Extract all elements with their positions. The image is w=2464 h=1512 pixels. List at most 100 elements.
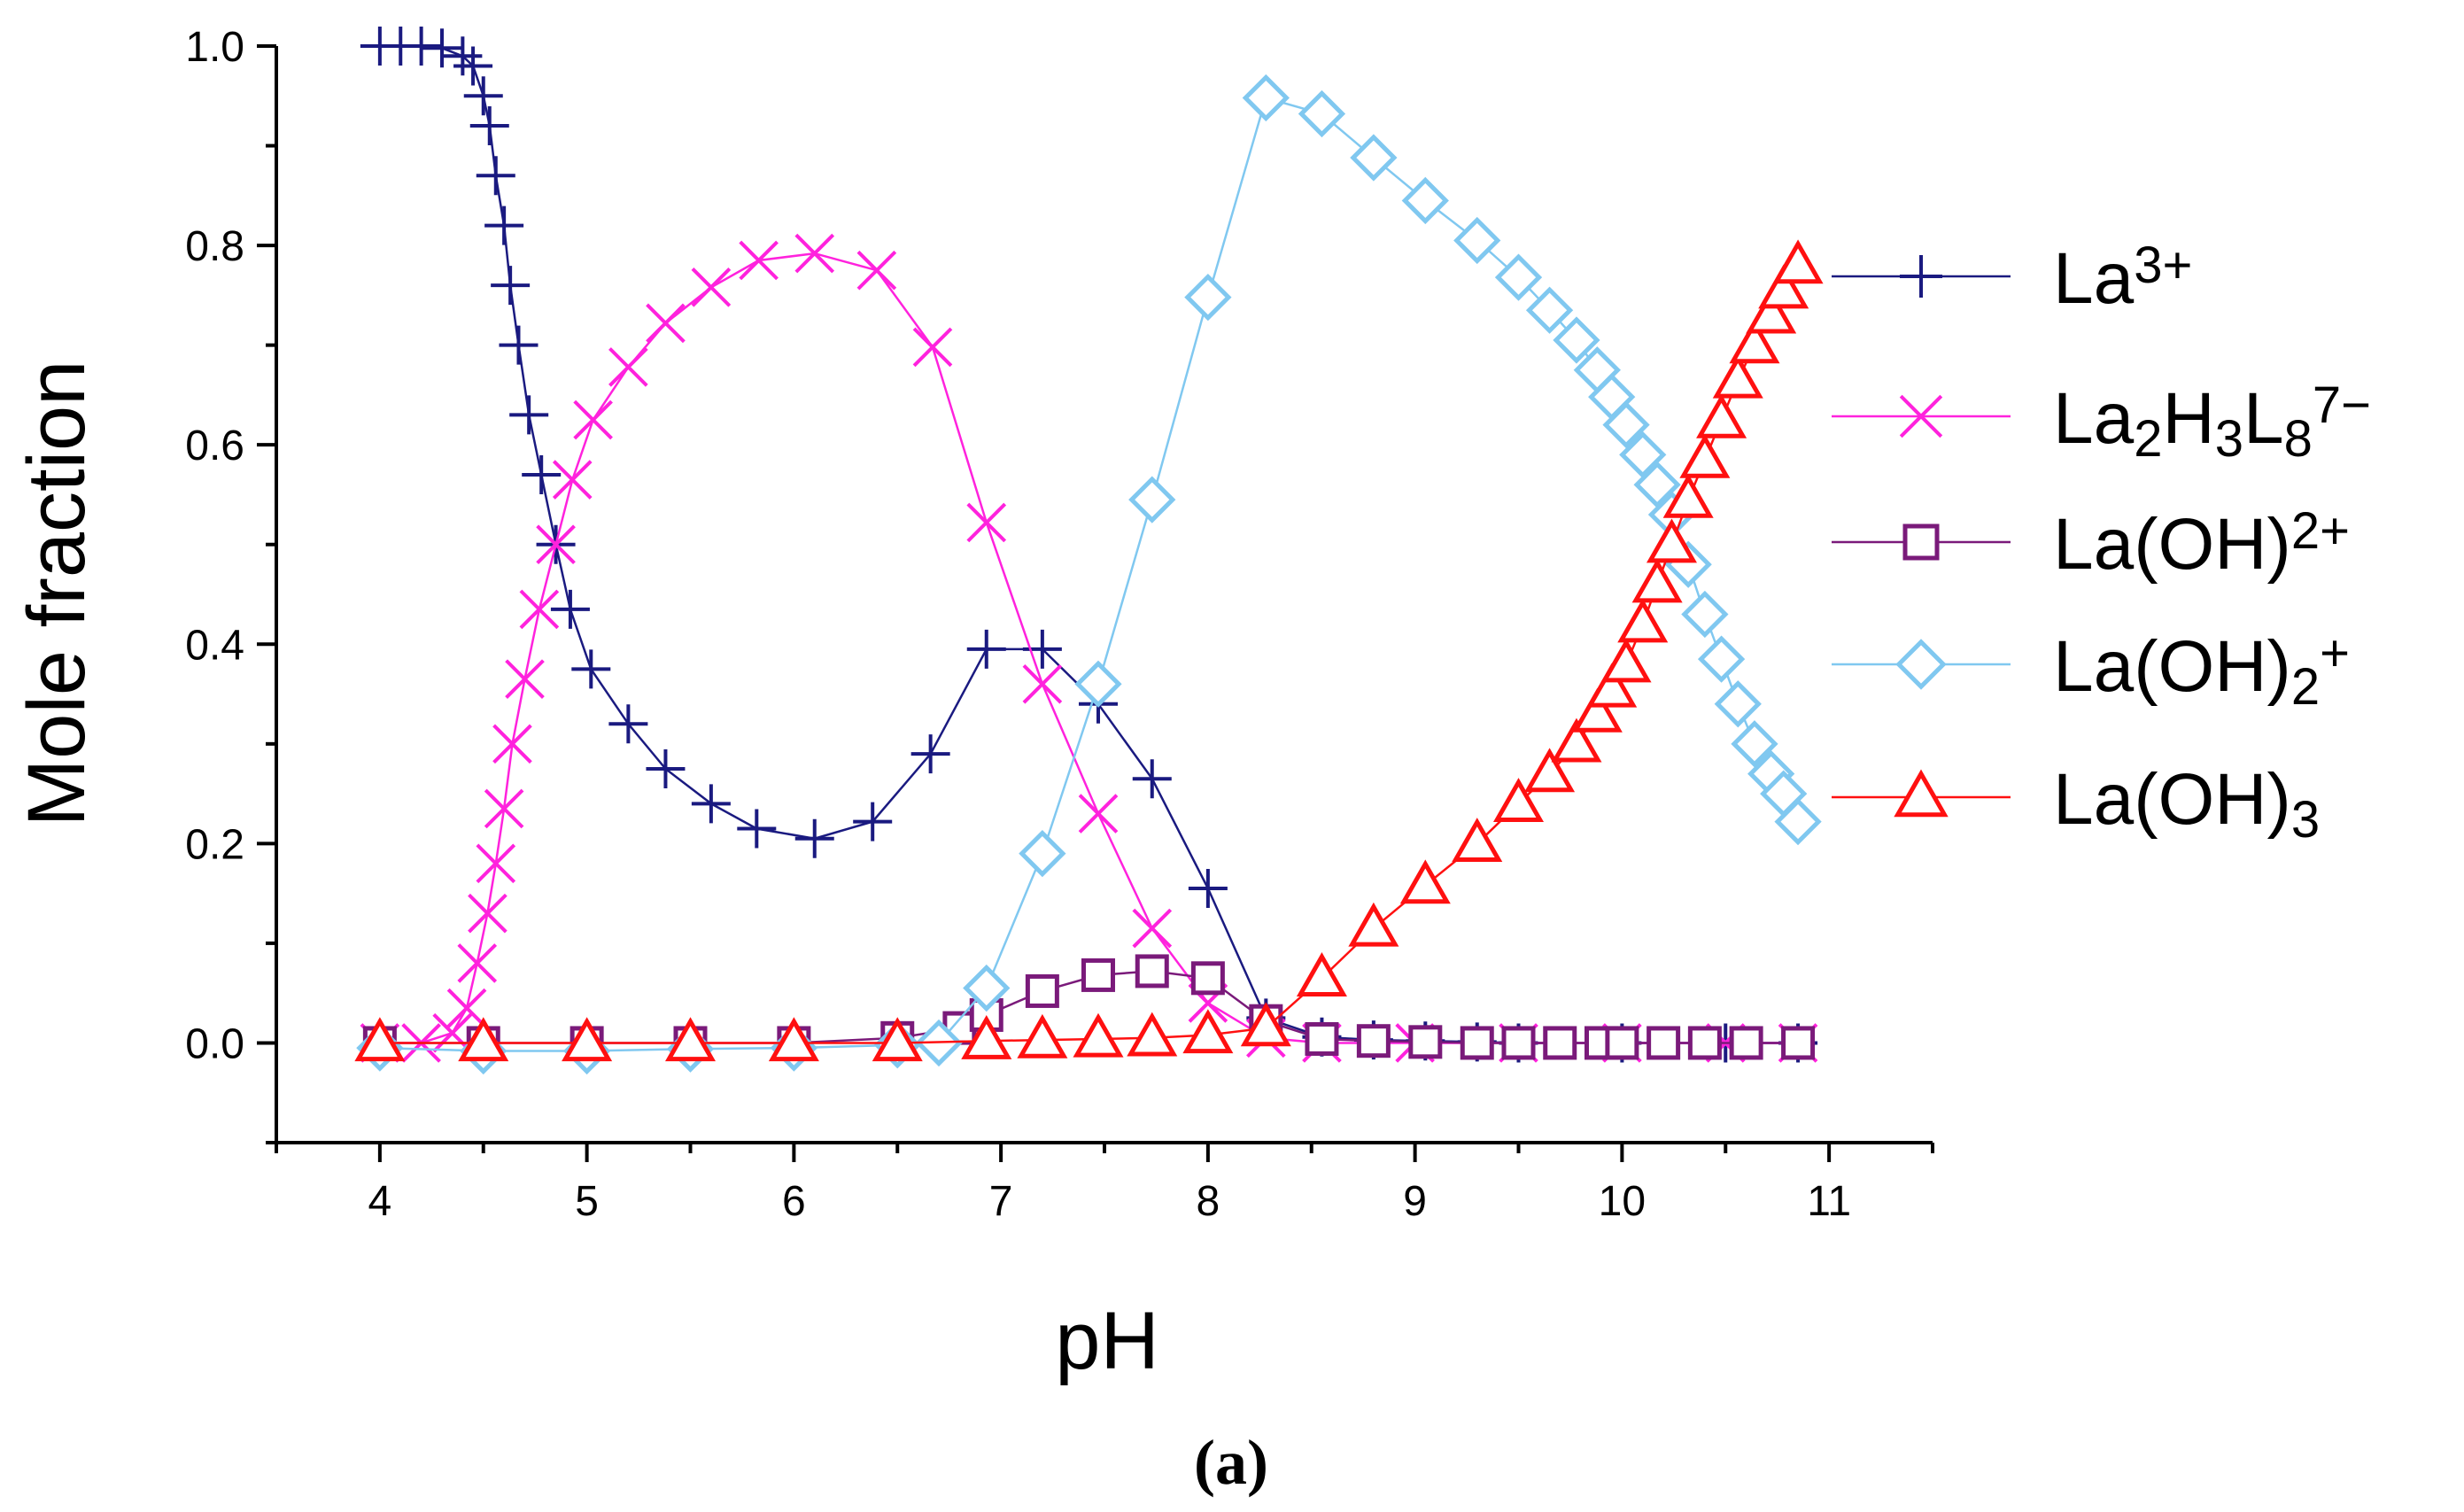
- data-point: [1242, 74, 1290, 122]
- y-tick-label: 0.4: [185, 622, 244, 669]
- data-point: [1494, 253, 1543, 301]
- data-point: [1781, 1026, 1816, 1060]
- data-point: [1571, 687, 1623, 733]
- x-tick-label: 8: [1197, 1178, 1220, 1225]
- data-point: [1190, 961, 1225, 996]
- legend-marker: [1900, 255, 1942, 298]
- y-axis-title: Mole fraction: [12, 361, 102, 827]
- legend-label-subscript: 3: [2215, 410, 2243, 468]
- legend-item: La(OH)2+: [1832, 624, 2350, 716]
- legend-marker: [1894, 769, 1949, 818]
- data-point: [422, 28, 461, 68]
- data-point: [1687, 1026, 1722, 1060]
- data-point: [443, 36, 483, 76]
- x-tick-label: 10: [1599, 1178, 1646, 1225]
- y-tick-label: 0.6: [185, 423, 244, 469]
- y-tick-label: 1.0: [185, 24, 244, 71]
- data-point: [1074, 660, 1122, 708]
- data-point: [484, 205, 524, 245]
- data-point: [1551, 717, 1602, 763]
- data-point: [1298, 89, 1346, 138]
- data-point: [1135, 954, 1169, 989]
- data-point: [963, 964, 1011, 1012]
- data-point: [1073, 1012, 1124, 1058]
- data-point: [1296, 952, 1347, 996]
- legend-item: La3+: [1832, 236, 2192, 319]
- data-point: [646, 303, 686, 344]
- data-point: [1772, 239, 1824, 284]
- data-point: [1714, 680, 1762, 728]
- data-point: [522, 454, 562, 494]
- legend-label: La(OH)2+: [2053, 502, 2350, 585]
- data-point: [1078, 794, 1119, 834]
- legend-label-subscript: 2: [2291, 658, 2320, 716]
- data-point: [1586, 663, 1638, 708]
- data-point: [571, 649, 611, 689]
- data-point: [1081, 958, 1115, 992]
- data-point: [562, 1017, 613, 1062]
- data-point: [912, 327, 953, 368]
- legend-marker: [1902, 523, 1940, 561]
- data-point: [794, 233, 835, 274]
- data-point: [691, 784, 731, 824]
- data-point: [1729, 319, 1780, 364]
- data-point: [1525, 286, 1574, 334]
- axes-layer: 4 5 6 7 8 9 10 11 0.0 0.2 0.4 0.6 0.8 1.0: [185, 24, 1934, 1225]
- legend-label-base: La(OH): [2053, 504, 2291, 585]
- legend-label-superscript: 3+: [2134, 236, 2192, 294]
- data-point: [1188, 869, 1228, 909]
- data-point: [458, 1017, 509, 1062]
- data-point: [1305, 1021, 1339, 1056]
- x-tick-label: 11: [1807, 1178, 1851, 1225]
- data-point: [484, 788, 524, 829]
- data-point: [737, 809, 777, 849]
- legend-label: La(OH)2+: [2053, 624, 2350, 716]
- data-point: [646, 748, 686, 788]
- legend-label-base: La(OH): [2053, 759, 2291, 840]
- data-point: [1348, 902, 1399, 947]
- data-point: [1452, 818, 1503, 863]
- data-point: [1399, 859, 1451, 904]
- data-point: [463, 76, 503, 116]
- data-point: [1017, 1013, 1068, 1058]
- legend-item: La(OH)2+: [1832, 502, 2350, 585]
- data-point: [1679, 433, 1731, 478]
- data-point: [1350, 134, 1398, 182]
- data-point: [966, 629, 1006, 669]
- data-point: [499, 325, 539, 365]
- data-point: [1132, 759, 1172, 799]
- data-point: [1697, 635, 1746, 683]
- legend-label-subscript: 2: [2134, 410, 2162, 468]
- data-point: [492, 724, 532, 764]
- data-point: [1524, 748, 1576, 793]
- data-point: [1022, 663, 1063, 704]
- data-point: [1633, 461, 1681, 508]
- series-line: [379, 44, 1799, 1044]
- y-tick-label: 0.2: [185, 821, 244, 868]
- data-point: [966, 502, 1007, 543]
- data-point: [1019, 829, 1066, 878]
- x-tick-label: 9: [1403, 1178, 1427, 1225]
- data-point: [552, 460, 593, 500]
- data-point: [432, 1012, 473, 1053]
- data-point: [1681, 590, 1729, 639]
- series-4: [354, 239, 1824, 1062]
- legend-label-subscript: 8: [2284, 410, 2313, 468]
- y-tick-label: 0.0: [185, 1020, 244, 1067]
- legend-label-base: La: [2053, 378, 2135, 459]
- data-point: [872, 1017, 923, 1062]
- data-point: [856, 250, 897, 291]
- legend-label-superscript: 2+: [2291, 502, 2350, 560]
- figure-caption: (a): [1194, 1427, 1268, 1498]
- data-point: [1553, 316, 1600, 364]
- legend-label-base: La: [2053, 238, 2135, 319]
- data-point: [1647, 1026, 1681, 1060]
- data-point: [1460, 1026, 1494, 1060]
- data-point: [961, 1014, 1012, 1059]
- series-line: [379, 96, 1800, 1052]
- data-point: [550, 589, 590, 629]
- data-point: [608, 347, 648, 387]
- data-point: [468, 893, 508, 934]
- data-point: [1240, 1002, 1291, 1047]
- data-point: [853, 802, 893, 841]
